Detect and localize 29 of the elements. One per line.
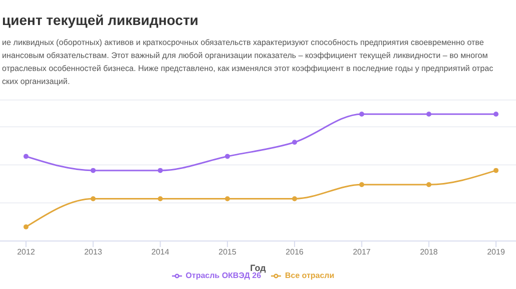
- x-tick-label: 2012: [17, 248, 36, 257]
- point: [24, 224, 28, 230]
- x-tick-label: 2016: [286, 248, 304, 257]
- point: [494, 112, 498, 117]
- x-tick-label: 2018: [420, 248, 438, 257]
- point: [158, 168, 163, 173]
- point: [426, 112, 432, 117]
- point: [90, 168, 96, 173]
- point: [24, 154, 28, 159]
- x-tick-label: 2015: [218, 248, 237, 257]
- x-axis-title: Год: [250, 263, 266, 273]
- point: [426, 182, 432, 188]
- x-tick-label: 2017: [352, 248, 372, 257]
- point: [359, 112, 364, 117]
- point: [224, 196, 230, 202]
- legend-label: Все отрасли: [285, 271, 334, 280]
- x-tick-label: 2013: [84, 248, 103, 257]
- point: [90, 196, 96, 202]
- point: [359, 182, 364, 188]
- chart-subtitle: ие ликвидных (оборотных) активов и краткосрочных обязательств характеризуют способность предприятия своевременно отве инансовым обязательствам. Этот важный для любой организации показатель – коэффициент текущей ликвидности – во многом отраслевых особенностей бизнеса. Ниже представлено, как изменялся этот коэффициент в последние годы у предприятий отрас ских организаций.: [2, 37, 494, 88]
- legend-label: Отрасль ОКВЭД 26: [186, 271, 262, 280]
- point: [292, 140, 298, 145]
- chart-title: циент текущей ликвидности: [2, 12, 200, 28]
- point: [224, 154, 230, 159]
- point: [158, 196, 163, 202]
- x-tick-label: 2019: [487, 248, 506, 257]
- point: [494, 168, 498, 173]
- point: [292, 196, 298, 202]
- x-tick-label: 2014: [151, 248, 170, 257]
